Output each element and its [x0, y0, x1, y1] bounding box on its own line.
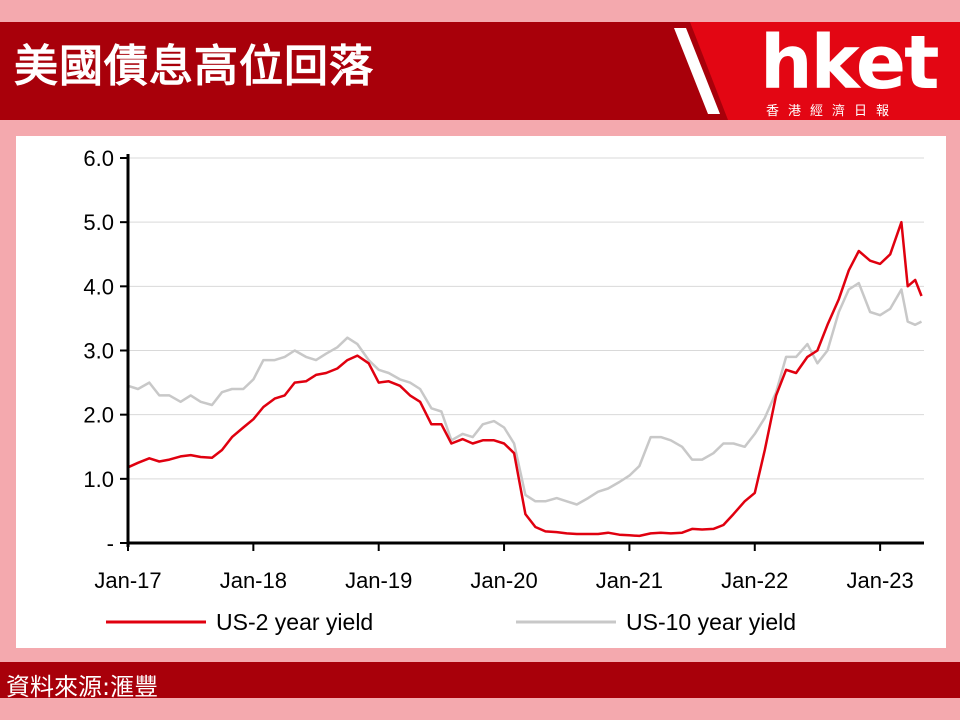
- x-tick-label: Jan-18: [220, 568, 287, 593]
- footer-bar: [0, 662, 960, 698]
- y-tick-label: 1.0: [83, 467, 114, 492]
- axes: [120, 154, 924, 551]
- y-tick-label: 5.0: [83, 210, 114, 235]
- legend: US-2 year yield US-10 year yield: [106, 609, 796, 635]
- chart-container: - 1.0 2.0 3.0 4.0 5.0 6.0 Jan-17 Jan-18 Jan-19 Jan…: [16, 136, 946, 648]
- series-line: [127, 281, 923, 506]
- grid-lines: [128, 157, 924, 480]
- legend-label: US-10 year yield: [626, 609, 796, 635]
- series-line: [127, 220, 923, 538]
- y-tick-label: 2.0: [83, 403, 114, 428]
- x-tick-label: Jan-17: [94, 568, 161, 593]
- x-tick-label: Jan-21: [596, 568, 663, 593]
- y-tick-label: -: [107, 531, 114, 556]
- x-tick-label: Jan-23: [846, 568, 913, 593]
- logo-stripe: [674, 28, 720, 114]
- y-tick-label: 4.0: [83, 274, 114, 299]
- x-tick-label: Jan-22: [721, 568, 788, 593]
- logo-red-block: [690, 22, 960, 120]
- source-note: 資料來源:滙豐: [6, 673, 159, 701]
- tick-labels: - 1.0 2.0 3.0 4.0 5.0 6.0 Jan-17 Jan-18 Jan-19 Jan…: [83, 146, 913, 593]
- top-strip: [0, 0, 960, 22]
- x-tick-label: Jan-20: [470, 568, 537, 593]
- legend-label: US-2 year yield: [216, 609, 373, 635]
- page-title: 美國債息高位回落: [14, 41, 374, 92]
- hket-logo[interactable]: hket: [760, 20, 939, 106]
- x-tick-label: Jan-19: [345, 568, 412, 593]
- yield-chart: - 1.0 2.0 3.0 4.0 5.0 6.0 Jan-17 Jan-18 Jan-19 Jan…: [83, 146, 924, 635]
- series-lines: [127, 220, 923, 538]
- y-tick-label: 3.0: [83, 339, 114, 364]
- logo-subtitle: 香港經濟日報: [766, 104, 899, 119]
- bottom-strip: [0, 698, 960, 720]
- logo-panel: [674, 22, 960, 120]
- y-tick-label: 6.0: [83, 146, 114, 171]
